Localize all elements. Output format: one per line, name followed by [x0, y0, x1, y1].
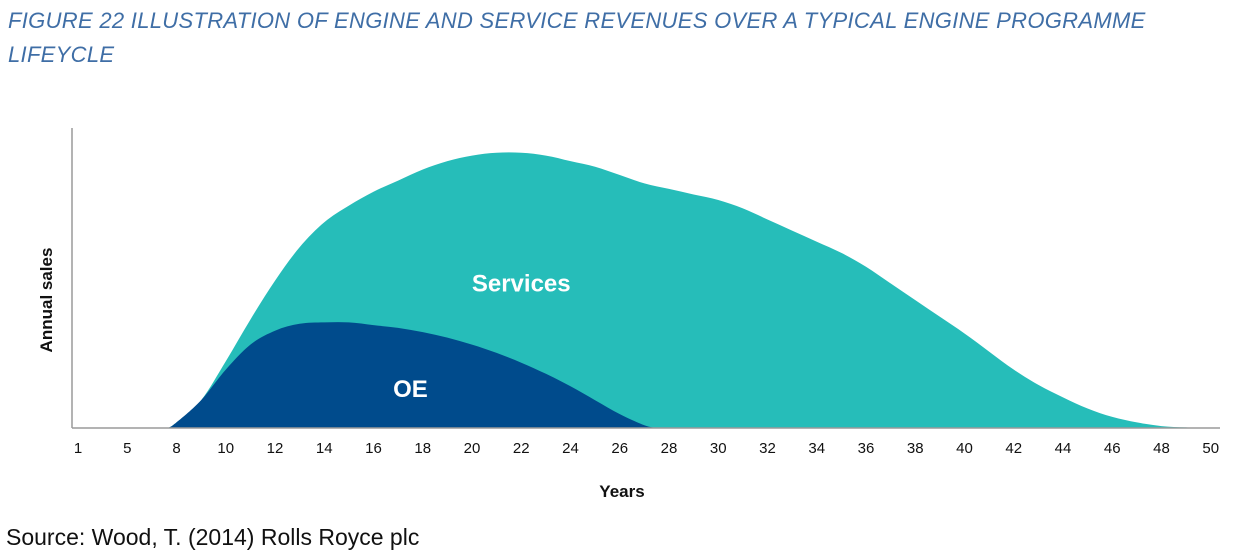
series-areas: [168, 152, 1211, 429]
x-tick-label: 46: [1104, 440, 1121, 457]
x-tick-label: 34: [808, 440, 825, 457]
area-label-services: Services: [472, 270, 571, 297]
figure-source: Source: Wood, T. (2014) Rolls Royce plc: [6, 524, 420, 550]
x-tick-label: 48: [1153, 440, 1170, 457]
area-label-oe: OE: [393, 376, 428, 403]
x-tick-label: 50: [1202, 440, 1219, 457]
x-tick-label: 26: [611, 440, 628, 457]
x-tick-label: 5: [123, 440, 131, 457]
y-axis-title: Annual sales: [37, 248, 56, 353]
x-tick-label: 30: [710, 440, 727, 457]
area-oe: [168, 322, 657, 428]
area-labels: Services OE: [393, 270, 571, 403]
x-tick-label: 28: [661, 440, 678, 457]
x-axis-title: Years: [599, 482, 644, 501]
x-tick-labels: 1 5 8 10 12 14 16 18 20 22 24 26 28 30 32 34 36 38 40 42 44 4…: [74, 440, 1219, 457]
figure-caption: FIGURE 22 ILLUSTRATION OF ENGINE AND SER…: [8, 8, 1146, 67]
x-tick-label: 10: [217, 440, 234, 457]
x-tick-label: 18: [414, 440, 431, 457]
x-tick-label: 40: [956, 440, 973, 457]
x-tick-label: 12: [267, 440, 284, 457]
x-tick-label: 32: [759, 440, 776, 457]
x-tick-label: 42: [1005, 440, 1022, 457]
area-chart: 1 5 8 10 12 14 16 18 20 22 24 26 28 30 32 34 36 38 40 42 44 4…: [37, 128, 1220, 501]
x-tick-label: 8: [172, 440, 180, 457]
x-tick-label: 36: [858, 440, 875, 457]
x-tick-label: 1: [74, 440, 82, 457]
x-tick-label: 14: [316, 440, 333, 457]
x-tick-label: 24: [562, 440, 579, 457]
x-tick-label: 44: [1055, 440, 1072, 457]
x-tick-label: 20: [464, 440, 481, 457]
x-tick-label: 16: [365, 440, 382, 457]
x-tick-label: 38: [907, 440, 924, 457]
x-tick-label: 22: [513, 440, 530, 457]
